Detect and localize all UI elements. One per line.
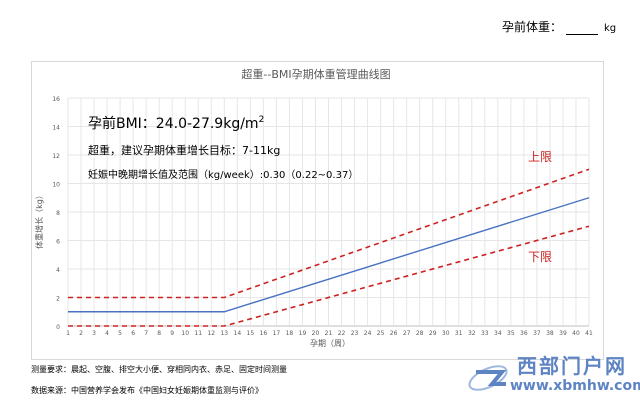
x-tick-label: 31 [455, 330, 463, 337]
x-tick-label: 14 [234, 330, 242, 337]
x-tick-label: 9 [170, 330, 174, 337]
x-tick-label: 32 [468, 330, 476, 337]
chart-frame [31, 61, 604, 360]
bmi-text: 孕前BMI：24.0-27.9kg/m [88, 115, 259, 132]
chart-title: 超重--BMI孕期体重管理曲线图 [241, 67, 390, 81]
prepregnancy-weight-field: 孕前体重： kg [502, 18, 616, 35]
x-tick-label: 26 [390, 330, 398, 337]
x-tick-label: 3 [92, 330, 96, 337]
lower-limit-label: 下限 [528, 250, 552, 264]
upper-limit-label: 上限 [528, 150, 552, 164]
x-tick-label: 36 [520, 330, 528, 337]
x-tick-label: 33 [481, 330, 489, 337]
y-tick-label: 16 [52, 96, 60, 103]
x-tick-label: 11 [194, 330, 202, 337]
x-tick-label: 15 [247, 330, 255, 337]
bmi-superscript: 2 [259, 115, 265, 125]
x-tick-label: 22 [338, 330, 346, 337]
weight-blank-line [566, 24, 599, 35]
x-tick-label: 35 [507, 330, 515, 337]
bmi-annotation: 孕前BMI：24.0-27.9kg/m2 [88, 115, 264, 132]
x-tick-label: 21 [325, 330, 333, 337]
data-source: 数据来源：中国营养学会发布《中国妇女妊娠期体重监测与评价》 [31, 386, 263, 395]
y-axis-label: 体重增长（kg） [34, 191, 44, 249]
x-tick-label: 12 [207, 330, 215, 337]
watermark-name: 西部门户网 [517, 354, 627, 378]
x-tick-label: 37 [533, 330, 541, 337]
x-tick-label: 17 [273, 330, 281, 337]
x-tick-label: 29 [429, 330, 437, 337]
prepregnancy-weight-label: 孕前体重： [502, 20, 563, 34]
x-tick-label: 8 [157, 330, 161, 337]
x-tick-label: 19 [299, 330, 307, 337]
x-tick-label: 1 [66, 330, 70, 337]
y-tick-label: 4 [56, 267, 60, 274]
chart-grid [67, 97, 590, 327]
weight-unit: kg [604, 23, 617, 34]
measurement-requirements: 测量要求：晨起、空腹、排空大小便、穿相同内衣、赤足、固定时间测量 [31, 365, 287, 374]
x-tick-label: 23 [351, 330, 359, 337]
y-tick-label: 12 [52, 153, 60, 160]
x-tick-label: 4 [105, 330, 109, 337]
x-tick-label: 13 [220, 330, 228, 337]
lower-limit-line [68, 225, 590, 327]
x-tick-label: 34 [494, 330, 502, 337]
y-tick-label: 10 [52, 182, 60, 189]
x-tick-label: 5 [118, 330, 122, 337]
x-tick-label: 25 [377, 330, 385, 337]
x-tick-label: 30 [442, 330, 450, 337]
reference-weight-line [68, 197, 590, 313]
y-tick-label: 8 [56, 210, 60, 217]
target-annotation: 超重，建议孕期体重增长目标：7-11kg [88, 143, 280, 157]
watermark-logo-icon [468, 365, 508, 391]
x-tick-label: 27 [403, 330, 411, 337]
x-axis-label: 孕期（周） [310, 339, 350, 348]
x-tick-label: 6 [131, 330, 135, 337]
x-tick-label: 38 [546, 330, 554, 337]
x-tick-label: 20 [312, 330, 320, 337]
x-tick-label: 40 [572, 330, 580, 337]
x-tick-label: 39 [559, 330, 567, 337]
y-tick-label: 6 [56, 239, 60, 246]
watermark-url: www.xbmhw.com [510, 378, 640, 394]
x-tick-label: 41 [585, 330, 593, 337]
y-tick-label: 0 [56, 324, 60, 331]
y-tick-label: 14 [52, 125, 60, 132]
x-tick-label: 24 [364, 330, 372, 337]
y-tick-label: 2 [56, 296, 60, 303]
x-tick-label: 10 [181, 330, 189, 337]
x-tick-label: 2 [79, 330, 83, 337]
x-tick-label: 18 [286, 330, 294, 337]
chart-series [68, 168, 590, 327]
rate-annotation: 妊娠中晚期增长值及范围（kg/week）:0.30（0.22~0.37） [88, 168, 358, 181]
x-tick-label: 28 [416, 330, 424, 337]
upper-limit-line [68, 168, 590, 299]
x-tick-label: 16 [260, 330, 268, 337]
x-tick-label: 7 [144, 330, 148, 337]
